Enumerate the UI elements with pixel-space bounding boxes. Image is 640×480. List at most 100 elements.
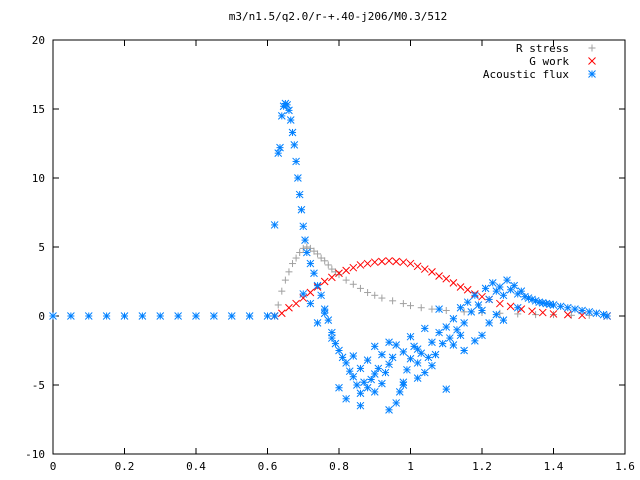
data-point bbox=[67, 312, 75, 320]
data-point bbox=[470, 336, 479, 345]
data-point bbox=[478, 306, 486, 315]
data-point bbox=[399, 348, 408, 356]
data-point bbox=[420, 324, 429, 333]
data-point bbox=[449, 314, 458, 323]
data-point bbox=[399, 300, 407, 308]
data-point bbox=[578, 306, 586, 315]
data-point bbox=[470, 291, 479, 300]
data-point bbox=[274, 301, 282, 309]
data-point bbox=[449, 341, 458, 349]
data-point bbox=[310, 247, 318, 255]
data-point bbox=[274, 149, 283, 158]
data-point bbox=[371, 291, 379, 299]
data-point bbox=[84, 312, 93, 320]
data-point bbox=[295, 190, 304, 199]
data-point bbox=[428, 361, 436, 370]
data-point bbox=[392, 257, 401, 266]
data-point bbox=[138, 312, 147, 320]
data-point bbox=[324, 316, 333, 324]
data-point bbox=[306, 288, 315, 297]
data-point bbox=[571, 305, 579, 313]
data-point bbox=[378, 379, 386, 388]
y-tick-label: -10 bbox=[25, 448, 45, 461]
data-point bbox=[313, 319, 322, 327]
y-tick-label: 15 bbox=[32, 103, 45, 116]
data-point bbox=[370, 370, 379, 378]
data-point bbox=[363, 259, 372, 268]
data-point bbox=[174, 312, 182, 320]
data-point bbox=[356, 364, 365, 373]
data-point bbox=[503, 276, 511, 284]
legend-label: G work bbox=[529, 55, 569, 68]
data-point bbox=[406, 332, 415, 341]
data-point bbox=[297, 205, 306, 214]
data-point bbox=[342, 266, 351, 275]
data-point bbox=[290, 141, 299, 149]
data-point bbox=[385, 360, 393, 369]
data-point bbox=[317, 254, 325, 262]
data-point bbox=[442, 323, 451, 331]
data-point bbox=[270, 312, 279, 320]
data-point bbox=[431, 350, 440, 359]
series-acoustic-flux bbox=[49, 99, 611, 414]
data-point bbox=[227, 312, 236, 320]
data-point bbox=[102, 312, 111, 320]
data-point bbox=[356, 389, 365, 398]
y-tick-label: 0 bbox=[38, 310, 45, 323]
data-point bbox=[420, 368, 429, 377]
data-point bbox=[301, 236, 309, 244]
y-tick-label: -5 bbox=[32, 379, 45, 392]
data-point bbox=[592, 309, 601, 318]
data-point bbox=[385, 405, 393, 414]
data-point bbox=[392, 341, 401, 349]
data-point bbox=[310, 269, 318, 278]
data-point bbox=[435, 305, 443, 313]
data-point bbox=[460, 319, 468, 327]
data-point bbox=[445, 334, 454, 342]
x-tick-label: 0.8 bbox=[329, 460, 349, 473]
data-point bbox=[299, 290, 308, 298]
data-point bbox=[478, 331, 486, 340]
data-point bbox=[353, 381, 361, 389]
data-point bbox=[435, 328, 443, 337]
data-point bbox=[306, 259, 315, 268]
data-point bbox=[296, 249, 304, 257]
data-point bbox=[563, 303, 572, 312]
legend-label: Acoustic flux bbox=[483, 68, 569, 81]
data-point bbox=[349, 352, 358, 360]
data-point bbox=[499, 291, 508, 300]
data-point bbox=[302, 248, 311, 257]
data-point bbox=[292, 299, 300, 308]
data-point bbox=[496, 299, 504, 308]
legend-marker bbox=[588, 57, 596, 65]
legend-marker bbox=[588, 70, 596, 78]
data-point bbox=[263, 312, 272, 320]
data-point bbox=[306, 299, 315, 308]
data-point bbox=[513, 290, 522, 298]
data-point bbox=[413, 359, 422, 367]
x-tick-label: 1.6 bbox=[615, 460, 635, 473]
data-point bbox=[488, 279, 497, 287]
data-point bbox=[514, 310, 522, 318]
data-point bbox=[285, 106, 293, 115]
data-point bbox=[321, 257, 329, 265]
data-point bbox=[513, 303, 522, 312]
legend-marker bbox=[588, 44, 596, 52]
data-point bbox=[485, 295, 494, 304]
data-point bbox=[292, 254, 300, 262]
data-point bbox=[407, 302, 414, 310]
data-point bbox=[278, 287, 286, 295]
data-point bbox=[413, 345, 422, 353]
data-point bbox=[389, 297, 397, 305]
data-point bbox=[392, 399, 401, 407]
data-point bbox=[563, 310, 572, 319]
data-point bbox=[428, 267, 436, 276]
data-point bbox=[406, 354, 415, 363]
data-point bbox=[210, 312, 218, 320]
x-tick-label: 1.4 bbox=[544, 460, 564, 473]
data-point bbox=[306, 244, 314, 252]
data-point bbox=[288, 128, 297, 137]
data-point bbox=[399, 381, 408, 389]
y-tick-label: 10 bbox=[32, 172, 45, 185]
